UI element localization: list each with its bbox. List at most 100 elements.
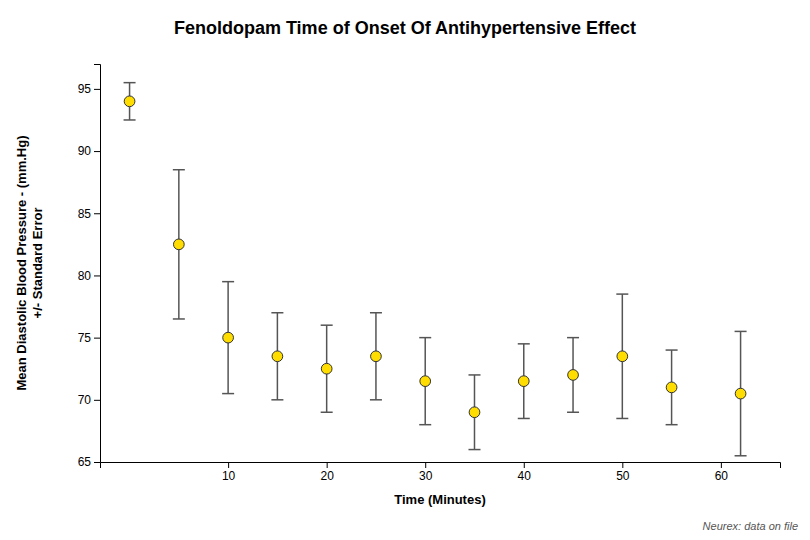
point: [124, 96, 135, 107]
x-axis-line: [101, 463, 781, 469]
y-tick-mark: [94, 338, 100, 339]
point: [666, 382, 677, 393]
y-tick-mark: [94, 275, 100, 276]
y-tick-mark: [94, 400, 100, 401]
y-tick-label: 85: [78, 207, 92, 221]
error-bar: [735, 331, 747, 455]
error-bar: [419, 338, 431, 425]
error-bar: [616, 294, 628, 418]
x-tick-mark: [622, 462, 623, 468]
error-bar-cap: [321, 324, 333, 326]
error-bar-cap: [370, 312, 382, 314]
x-tick-label: 20: [320, 469, 334, 483]
x-axis-title: Time (Minutes): [394, 492, 486, 507]
error-bar: [468, 375, 480, 450]
y-tick: 75: [78, 331, 100, 345]
y-tick-mark: [94, 213, 100, 214]
error-bar-cap: [124, 119, 136, 121]
y-tick: 80: [78, 269, 100, 283]
y-tick: 95: [78, 82, 100, 96]
error-bar: [222, 282, 234, 394]
x-tick: 20: [320, 462, 334, 483]
y-axis-title: Mean Diastolic Blood Pressure - (mm.Hg)+…: [14, 136, 45, 391]
chart: Fenoldopam Time of Onset Of Antihyperten…: [0, 0, 810, 540]
error-bar-cap: [419, 337, 431, 339]
y-tick-label: 95: [78, 82, 92, 96]
error-bar: [124, 83, 136, 120]
error-bar-cap: [735, 331, 747, 333]
point: [518, 376, 529, 387]
x-axis: 10 20 30 40 50 60: [101, 462, 781, 483]
x-tick: 60: [715, 462, 729, 483]
y-axis: 65 70 75 80 85 90 95: [78, 65, 101, 470]
x-tick-label: 30: [419, 469, 433, 483]
point: [469, 407, 480, 418]
point: [617, 351, 628, 362]
point: [321, 363, 332, 374]
error-bar-cap: [271, 399, 283, 401]
point: [371, 351, 382, 362]
y-tick: 65: [78, 455, 100, 469]
error-bar-cap: [616, 293, 628, 295]
x-tick: 50: [616, 462, 630, 483]
error-bar: [271, 313, 283, 400]
y-axis-line: [94, 65, 101, 463]
x-tick-mark: [524, 462, 525, 468]
y-tick-label: 80: [78, 269, 92, 283]
y-axis-title-line: Mean Diastolic Blood Pressure - (mm.Hg): [14, 136, 29, 391]
point: [173, 239, 184, 250]
error-bar-cap: [666, 349, 678, 351]
marks: [124, 83, 747, 456]
error-bar: [666, 350, 678, 425]
title: Fenoldopam Time of Onset Of Antihyperten…: [174, 18, 636, 38]
error-bar: [321, 325, 333, 412]
x-tick: 10: [222, 462, 236, 483]
error-bar-cap: [666, 424, 678, 426]
point: [420, 376, 431, 387]
error-bar-cap: [419, 424, 431, 426]
point: [272, 351, 283, 362]
y-tick-mark: [94, 89, 100, 90]
error-bar-cap: [173, 169, 185, 171]
x-tick-label: 50: [616, 469, 630, 483]
error-bar-cap: [124, 82, 136, 84]
x-tick-mark: [228, 462, 229, 468]
x-tick-mark: [425, 462, 426, 468]
x-tick-mark: [721, 462, 722, 468]
error-bar-cap: [518, 343, 530, 345]
error-bar-cap: [321, 412, 333, 414]
error-bar: [173, 170, 185, 319]
error-bar-cap: [567, 412, 579, 414]
y-tick-label: 90: [78, 144, 92, 158]
point: [735, 388, 746, 399]
error-bar-cap: [518, 418, 530, 420]
error-bar: [567, 338, 579, 413]
y-tick: 85: [78, 207, 100, 221]
y-tick: 70: [78, 393, 100, 407]
error-bar-cap: [616, 418, 628, 420]
x-tick: 40: [518, 462, 532, 483]
error-bar-cap: [271, 312, 283, 314]
error-bar-cap: [222, 281, 234, 283]
point: [568, 370, 579, 381]
x-tick-label: 60: [715, 469, 729, 483]
y-tick-label: 75: [78, 331, 92, 345]
y-tick-mark: [94, 151, 100, 152]
y-tick-label: 65: [78, 455, 92, 469]
error-bar-cap: [735, 455, 747, 457]
error-bar: [518, 344, 530, 419]
error-bar-cap: [468, 374, 480, 376]
error-bar: [370, 313, 382, 400]
error-bar-cap: [173, 318, 185, 320]
plot: 10 20 30 40 50 60 65 70 75 80 85 90 95: [78, 65, 781, 483]
x-tick-label: 10: [222, 469, 236, 483]
y-tick-label: 70: [78, 393, 92, 407]
y-tick-mark: [94, 462, 100, 463]
point: [223, 332, 234, 343]
error-bar-cap: [567, 337, 579, 339]
x-tick-mark: [327, 462, 328, 468]
error-bar-cap: [222, 393, 234, 395]
error-bar-cap: [370, 399, 382, 401]
y-tick: 90: [78, 144, 100, 158]
x-tick-label: 40: [518, 469, 532, 483]
